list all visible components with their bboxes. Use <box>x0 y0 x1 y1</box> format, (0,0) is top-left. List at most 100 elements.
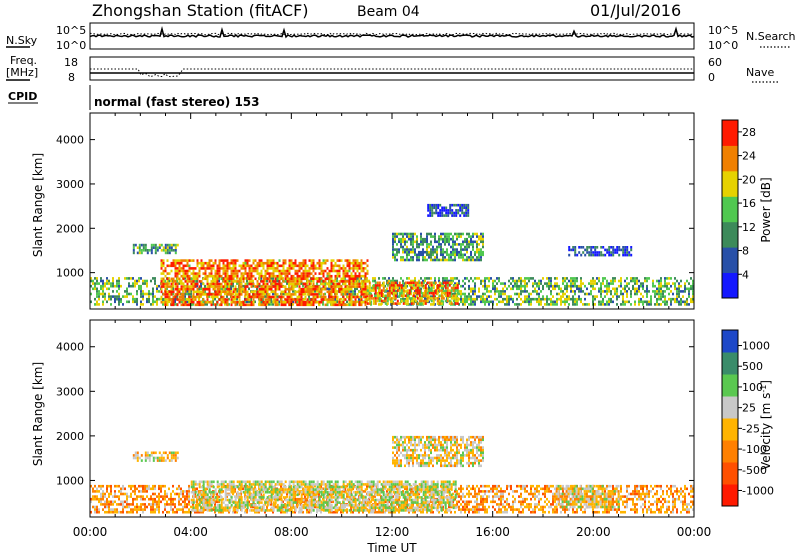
heatmap-cell <box>334 290 337 294</box>
heatmap-cell <box>290 280 293 283</box>
heatmap-cell <box>374 277 376 280</box>
heatmap-cell <box>638 297 640 301</box>
heatmap-cell <box>280 282 283 286</box>
heatmap-cell <box>196 500 198 504</box>
heatmap-cell <box>434 303 436 306</box>
heatmap-cell <box>386 291 389 295</box>
heatmap-cell <box>394 279 396 283</box>
heatmap-cell <box>208 264 211 268</box>
heatmap-cell <box>164 269 167 273</box>
heatmap-cell <box>186 298 189 301</box>
heatmap-cell <box>142 292 144 296</box>
heatmap-cell <box>308 267 311 270</box>
heatmap-cell <box>110 282 112 285</box>
heatmap-cell <box>344 298 347 301</box>
heatmap-cell <box>178 287 181 291</box>
heatmap-cell <box>576 279 578 283</box>
heatmap-cell <box>218 495 220 498</box>
heatmap-cell <box>576 303 578 306</box>
heatmap-cell <box>674 284 676 288</box>
heatmap-cell <box>476 295 478 298</box>
heatmap-cell <box>320 300 323 304</box>
heatmap-cell <box>392 235 394 238</box>
heatmap-cell <box>288 300 291 304</box>
heatmap-cell <box>488 303 490 306</box>
heatmap-cell <box>288 272 291 275</box>
heatmap-cell <box>310 298 313 301</box>
heatmap-cell <box>424 297 426 301</box>
heatmap-cell <box>610 246 613 249</box>
heatmap-cell <box>420 253 422 257</box>
heatmap-cell <box>342 298 345 301</box>
heatmap-cell <box>298 280 301 283</box>
heatmap-cell <box>566 297 568 301</box>
heatmap-cell <box>312 293 315 296</box>
heatmap-cell <box>618 246 621 249</box>
heatmap-cell <box>470 256 472 259</box>
heatmap-cell <box>104 510 106 514</box>
heatmap-cell <box>226 280 229 283</box>
heatmap-cell <box>502 297 504 301</box>
heatmap-cell <box>166 251 169 255</box>
heatmap-cell <box>136 290 138 293</box>
heatmap-cell <box>596 253 599 257</box>
heatmap-cell <box>440 284 442 288</box>
heatmap-cell <box>406 299 409 303</box>
heatmap-cell <box>300 293 303 296</box>
heatmap-cell <box>444 277 446 280</box>
heatmap-cell <box>178 267 181 270</box>
heatmap-cell <box>382 299 385 303</box>
heatmap-cell <box>100 292 102 296</box>
heatmap-cell <box>456 295 458 298</box>
heatmap-cell <box>314 287 317 291</box>
heatmap-cell <box>308 510 310 514</box>
heatmap-cell <box>306 303 309 307</box>
heatmap-cell <box>412 240 414 244</box>
heatmap-cell <box>288 259 291 262</box>
heatmap-cell <box>354 295 357 299</box>
heatmap-cell <box>324 277 327 281</box>
heatmap-cell <box>368 284 371 287</box>
heatmap-cell <box>132 484 134 488</box>
heatmap-cell <box>580 290 582 293</box>
heatmap-cell <box>656 279 658 283</box>
heatmap-cell <box>270 264 273 268</box>
heatmap-cell <box>220 287 222 291</box>
heatmap-cell <box>172 290 175 294</box>
heatmap-cell <box>488 300 490 304</box>
heatmap-cell <box>340 277 343 281</box>
colorbar-tick-label: 24 <box>742 150 756 163</box>
heatmap-cell <box>306 280 309 283</box>
heatmap-cell <box>346 292 348 296</box>
heatmap-cell <box>356 293 359 296</box>
heatmap-cell <box>292 280 295 283</box>
heatmap-cell <box>384 284 386 288</box>
heatmap-cell <box>608 246 611 249</box>
heatmap-cell <box>592 246 595 249</box>
heatmap-cell <box>176 303 179 307</box>
heatmap-cell <box>96 300 98 304</box>
heatmap-cell <box>164 290 167 294</box>
heatmap-cell <box>360 259 363 262</box>
heatmap-cell <box>354 272 357 275</box>
heatmap-cell <box>270 279 272 283</box>
heatmap-cell <box>450 300 452 304</box>
heatmap-cell <box>374 302 377 305</box>
heatmap-cell <box>274 295 277 299</box>
heatmap-cell <box>280 290 283 294</box>
heatmap-cell <box>449 206 452 210</box>
heatmap-cell <box>424 279 426 283</box>
heatmap-cell <box>330 298 333 301</box>
heatmap-cell <box>426 299 429 303</box>
heatmap-cell <box>482 300 484 304</box>
heatmap-cell <box>150 303 152 306</box>
heatmap-cell <box>364 500 366 504</box>
heatmap-cell <box>136 503 138 506</box>
heatmap-cell <box>324 259 327 262</box>
heatmap-cell <box>208 285 211 288</box>
heatmap-cell <box>238 298 241 301</box>
heatmap-cell <box>430 291 433 295</box>
heatmap-cell <box>454 277 456 280</box>
heatmap-cell <box>344 497 346 501</box>
heatmap-cell <box>465 206 468 210</box>
